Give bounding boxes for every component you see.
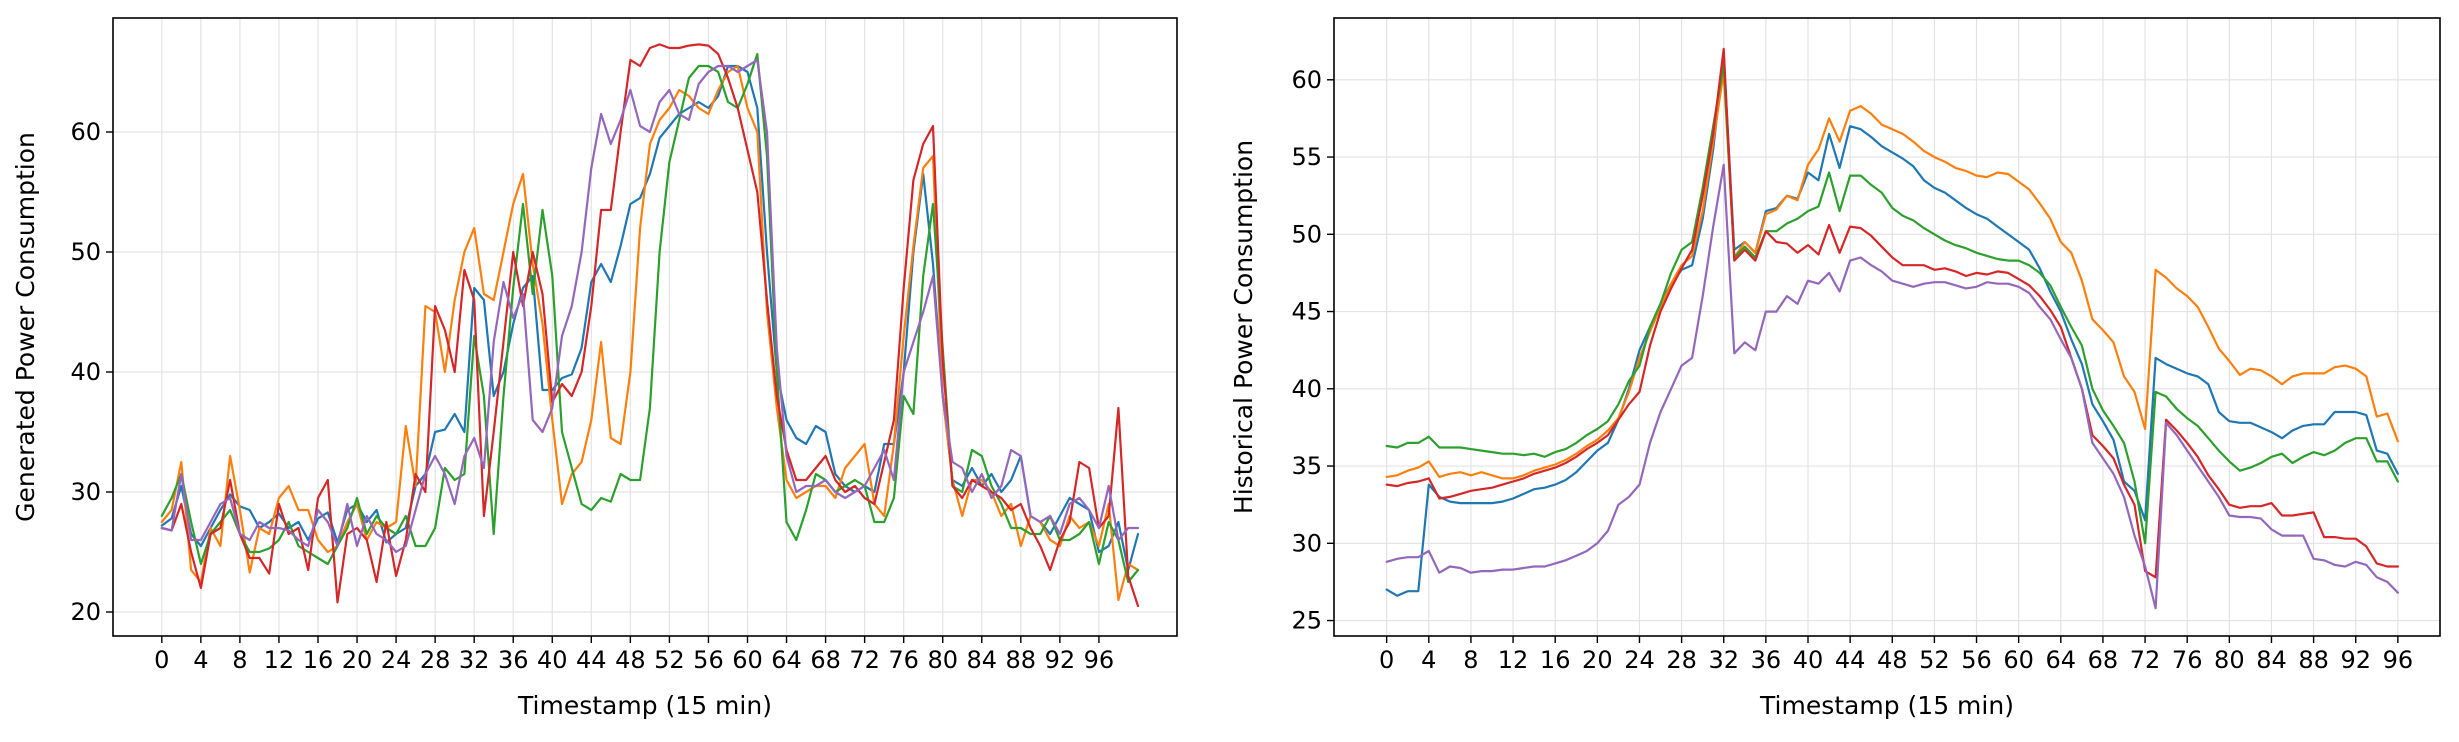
y-axis-label: Historical Power Consumption (1229, 140, 1258, 514)
y-tick-label: 50 (70, 238, 101, 266)
y-tick-label: 30 (1291, 529, 1322, 557)
x-tick-label: 72 (2130, 646, 2161, 674)
x-tick-label: 40 (1793, 646, 1824, 674)
x-tick-label: 84 (966, 646, 997, 674)
x-tick-label: 60 (2003, 646, 2034, 674)
series-line-3 (1385, 63, 2399, 545)
series-line-5 (160, 58, 1140, 554)
x-tick-label: 52 (1919, 646, 1950, 674)
x-tick-label: 80 (927, 646, 958, 674)
x-tick-label: 12 (264, 646, 295, 674)
series-line-1 (1385, 55, 2399, 597)
x-tick-label: 80 (2214, 646, 2245, 674)
x-ticks: 0 4 8 12 16 20 24 28 32 36 40 44 48 52 56 60 64 68 72 76 80 8… (1379, 636, 2413, 674)
x-tick-label: 68 (810, 646, 841, 674)
x-tick-label: 32 (1708, 646, 1739, 674)
x-tick-label: 24 (381, 646, 412, 674)
x-axis-label: Timestamp (15 min) (1759, 691, 2014, 720)
x-tick-label: 96 (1084, 646, 1115, 674)
y-tick-label: 40 (70, 358, 101, 386)
x-tick-label: 8 (1463, 646, 1478, 674)
series-line-2 (160, 64, 1140, 602)
y-axis-label: Generated Power Consumption (11, 132, 40, 522)
x-tick-label: 60 (732, 646, 763, 674)
y-tick-label: 40 (1291, 375, 1322, 403)
y-tick-label: 35 (1291, 452, 1322, 480)
x-tick-label: 84 (2256, 646, 2287, 674)
series-line-1 (160, 64, 1140, 572)
x-tick-label: 20 (1582, 646, 1613, 674)
x-tick-label: 92 (2340, 646, 2371, 674)
x-tick-label: 96 (2383, 646, 2414, 674)
series-line-4 (1385, 47, 2399, 579)
x-tick-label: 88 (1006, 646, 1037, 674)
x-tick-label: 92 (1045, 646, 1076, 674)
x-tick-label: 68 (2088, 646, 2119, 674)
y-ticks: 25 30 35 40 45 50 55 60 (1291, 66, 1334, 635)
series-lines (1385, 47, 2399, 610)
y-tick-label: 20 (70, 598, 101, 626)
x-tick-label: 8 (232, 646, 247, 674)
x-tick-label: 40 (537, 646, 568, 674)
x-tick-label: 88 (2298, 646, 2329, 674)
x-tick-label: 20 (342, 646, 373, 674)
x-axis-label: Timestamp (15 min) (517, 691, 772, 720)
y-ticks: 20 30 40 50 60 (70, 118, 113, 626)
x-tick-label: 28 (1666, 646, 1697, 674)
x-tick-label: 48 (1877, 646, 1908, 674)
x-tick-label: 76 (888, 646, 919, 674)
x-tick-label: 28 (420, 646, 451, 674)
x-tick-label: 44 (1835, 646, 1866, 674)
x-tick-label: 0 (1379, 646, 1394, 674)
x-tick-label: 48 (615, 646, 646, 674)
y-tick-label: 55 (1291, 143, 1322, 171)
x-tick-label: 36 (1751, 646, 1782, 674)
y-tick-label: 25 (1291, 607, 1322, 635)
series-lines (160, 43, 1140, 608)
x-tick-label: 56 (693, 646, 724, 674)
x-tick-label: 12 (1498, 646, 1529, 674)
series-line-5 (1385, 163, 2399, 610)
x-tick-label: 32 (459, 646, 490, 674)
x-tick-label: 76 (2172, 646, 2203, 674)
series-line-4 (160, 43, 1140, 608)
x-tick-label: 52 (654, 646, 685, 674)
x-tick-label: 4 (193, 646, 208, 674)
x-tick-label: 0 (154, 646, 169, 674)
x-tick-label: 56 (1961, 646, 1992, 674)
x-tick-label: 24 (1624, 646, 1655, 674)
plot-frame (112, 17, 1178, 637)
x-tick-label: 4 (1421, 646, 1436, 674)
y-tick-label: 50 (1291, 220, 1322, 248)
x-tick-label: 72 (849, 646, 880, 674)
x-tick-label: 64 (771, 646, 802, 674)
x-ticks: 0 4 8 12 16 20 24 28 32 36 40 44 48 52 56 60 64 68 72 76 80 8… (154, 636, 1114, 674)
y-tick-label: 30 (70, 478, 101, 506)
y-tick-label: 45 (1291, 298, 1322, 326)
x-tick-label: 44 (576, 646, 607, 674)
x-tick-label: 16 (1540, 646, 1571, 674)
y-tick-label: 60 (1291, 66, 1322, 94)
chart-generated-power: 0 4 8 12 16 20 24 28 32 36 40 44 48 52 56 60 64 68 72 76 80 8… (11, 17, 1178, 720)
x-tick-label: 36 (498, 646, 529, 674)
y-tick-label: 60 (70, 118, 101, 146)
chart-historical-power: 0 4 8 12 16 20 24 28 32 36 40 44 48 52 56 60 64 68 72 76 80 8… (1229, 17, 2441, 720)
series-line-3 (160, 52, 1140, 584)
x-tick-label: 64 (2046, 646, 2077, 674)
plot-frame (1333, 17, 2441, 637)
x-tick-label: 16 (303, 646, 334, 674)
series-line-2 (1385, 70, 2399, 480)
